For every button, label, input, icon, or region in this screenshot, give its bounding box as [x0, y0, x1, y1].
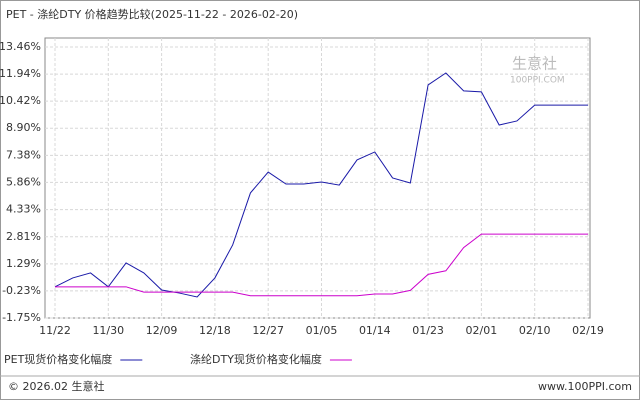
y-tick-label: 8.90% — [6, 121, 41, 134]
x-tick-label: 01/14 — [359, 324, 391, 337]
x-tick-label: 01/05 — [306, 324, 338, 337]
x-tick-label: 02/01 — [466, 324, 498, 337]
legend-label: PET现货价格变化幅度 — [4, 352, 112, 366]
footer-left: © 2026.02 生意社 — [8, 379, 104, 393]
y-tick-label: 10.42% — [0, 94, 41, 107]
x-tick-label: 02/19 — [572, 324, 604, 337]
x-tick-label: 11/22 — [39, 324, 71, 337]
watermark-sub: 100PPI.COM — [510, 76, 565, 86]
series-line — [55, 233, 588, 297]
y-tick-label: -0.23% — [2, 284, 41, 297]
x-tick-label: 12/09 — [146, 324, 178, 337]
y-tick-label: -1.75% — [2, 311, 41, 324]
y-tick-label: 13.46% — [0, 40, 41, 53]
x-tick-label: 12/18 — [199, 324, 231, 337]
footer-right: www.100PPI.com — [538, 380, 632, 393]
series-line — [54, 72, 588, 298]
y-tick-label: 4.33% — [6, 203, 41, 216]
x-tick-label: 11/30 — [92, 324, 124, 337]
chart-title: PET - 涤纶DTY 价格趋势比较(2025-11-22 - 2026-02-… — [6, 7, 298, 21]
y-tick-label: 7.38% — [6, 148, 41, 161]
y-tick-label: 2.81% — [6, 230, 41, 243]
y-tick-label: 1.29% — [6, 257, 41, 270]
y-tick-label: 5.86% — [6, 175, 41, 188]
legend-label: 涤纶DTY现货价格变化幅度 — [190, 352, 322, 366]
x-tick-label: 02/10 — [519, 324, 551, 337]
x-tick-label: 12/27 — [252, 324, 284, 337]
y-tick-label: 11.94% — [0, 67, 41, 80]
x-tick-label: 01/23 — [412, 324, 444, 337]
